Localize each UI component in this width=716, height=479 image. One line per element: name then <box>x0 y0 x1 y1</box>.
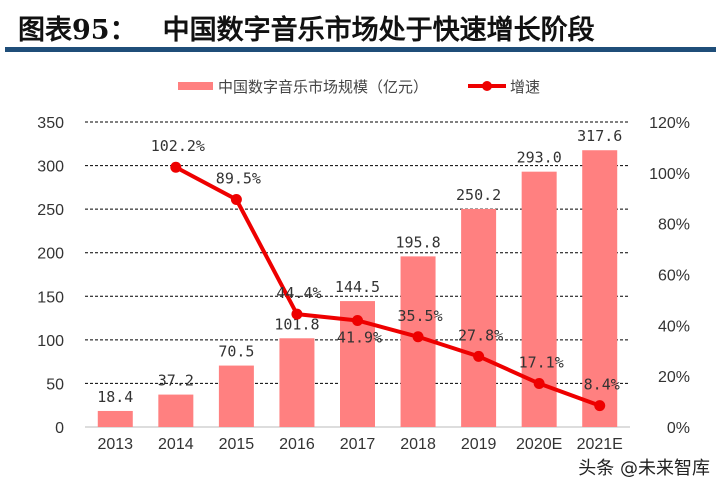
growth-point <box>291 308 303 320</box>
bar-data-label: 195.8 <box>395 233 440 251</box>
y-tick-label: 50 <box>46 376 64 393</box>
chart-title: 图表95： 中国数字音乐市场处于快速增长阶段 <box>18 8 595 47</box>
growth-data-label: 27.8% <box>458 326 503 344</box>
x-tick-label: 2016 <box>279 436 315 453</box>
y-tick-label: 0 <box>55 420 64 437</box>
x-tick-label: 2018 <box>400 436 436 453</box>
x-tick-label: 2019 <box>461 436 497 453</box>
bar-data-label: 70.5 <box>218 343 254 361</box>
bar <box>158 394 194 427</box>
y-tick-label: 100 <box>37 333 64 350</box>
y-tick-label: 300 <box>37 159 64 176</box>
y-tick-label: 150 <box>37 289 64 306</box>
x-tick-label: 2014 <box>158 436 194 453</box>
growth-data-label: 89.5% <box>216 170 261 188</box>
x-tick-label: 2020E <box>516 436 562 453</box>
title-divider <box>5 47 716 52</box>
y2-tick-label: 40% <box>658 318 690 335</box>
y2-tick-label: 120% <box>649 115 690 132</box>
x-tick-label: 2021E <box>577 436 623 453</box>
figure-title: 中国数字音乐市场处于快速增长阶段 <box>162 15 595 46</box>
growth-point <box>170 161 182 173</box>
legend-bar-swatch <box>178 82 213 90</box>
growth-point <box>230 194 242 206</box>
y2-tick-label: 0% <box>667 420 690 437</box>
growth-data-label: 17.1% <box>519 354 564 372</box>
x-tick-label: 2015 <box>219 436 255 453</box>
growth-data-label: 8.4% <box>584 376 620 394</box>
y2-tick-label: 80% <box>658 217 690 234</box>
growth-point <box>473 350 485 362</box>
bar-data-label: 37.2 <box>158 372 194 390</box>
bar-data-label: 317.6 <box>577 127 622 145</box>
y-tick-label: 250 <box>37 202 64 219</box>
figure-label: 图表95： <box>18 15 137 46</box>
growth-point <box>352 315 363 327</box>
bar <box>582 150 618 427</box>
growth-point <box>594 400 606 412</box>
y2-tick-label: 60% <box>658 268 690 285</box>
x-tick-label: 2013 <box>97 436 133 453</box>
x-tick-label: 2017 <box>340 436 376 453</box>
growth-point <box>412 331 424 343</box>
y2-tick-label: 100% <box>649 166 690 183</box>
bar <box>461 208 497 427</box>
bar <box>279 338 315 427</box>
growth-data-label: 35.5% <box>397 307 442 325</box>
legend-line-label: 增速 <box>510 79 540 96</box>
growth-line <box>174 165 601 408</box>
bar <box>218 365 254 427</box>
growth-point <box>533 378 545 390</box>
bar-data-label: 101.8 <box>274 315 319 333</box>
growth-data-label: 41.9% <box>337 329 382 347</box>
growth-data-label: 44.4% <box>276 284 321 302</box>
legend-line-marker <box>482 81 492 91</box>
y-tick-label: 350 <box>37 115 64 132</box>
bar-data-label: 18.4 <box>97 388 133 406</box>
bar-data-label: 293.0 <box>517 149 562 167</box>
bar-data-label: 144.5 <box>335 278 380 296</box>
bar <box>97 410 133 427</box>
watermark: 头条 @未来智库 <box>578 458 710 479</box>
bar-data-label: 250.2 <box>456 186 501 204</box>
growth-data-label: 102.2% <box>151 137 205 155</box>
legend-bar-label: 中国数字音乐市场规模（亿元） <box>218 79 428 96</box>
y2-tick-label: 20% <box>658 369 690 386</box>
y-tick-label: 200 <box>37 246 64 263</box>
